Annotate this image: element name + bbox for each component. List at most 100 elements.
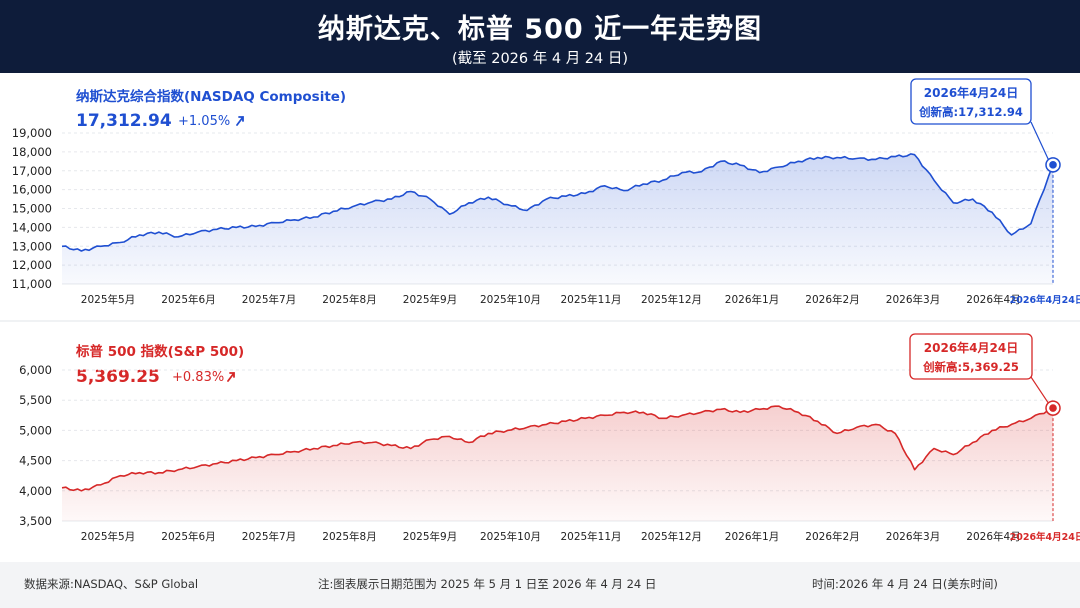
data-point — [720, 408, 722, 410]
x-tick-label: 2025年7月 — [242, 293, 296, 306]
x-tick-label: 2025年9月 — [403, 530, 457, 543]
data-point — [933, 447, 935, 449]
data-point — [952, 453, 954, 455]
sp500-callout-box — [909, 333, 1033, 380]
y-tick-label: 19,000 — [12, 126, 52, 140]
data-point — [642, 183, 644, 185]
x-tick-label: 2026年3月 — [886, 530, 940, 543]
arrow-up-icon — [227, 372, 235, 382]
sp500-chart: 标普 500 指数(S&P 500) 5,369.25 +0.83% 3,500… — [19, 333, 1080, 543]
latest-point — [1049, 404, 1057, 412]
data-point — [681, 171, 683, 173]
data-point — [642, 411, 644, 413]
data-point — [429, 438, 431, 440]
data-point — [662, 417, 664, 419]
data-point — [507, 204, 509, 206]
data-point — [894, 432, 896, 434]
x-tick-label: 2025年8月 — [322, 293, 376, 306]
data-point — [836, 432, 838, 434]
data-point — [255, 225, 257, 227]
data-point — [1010, 423, 1012, 425]
y-tick-label: 4,500 — [19, 454, 52, 468]
data-point — [235, 459, 237, 461]
data-point — [758, 171, 760, 173]
data-point — [138, 234, 140, 236]
data-point — [836, 156, 838, 158]
x-tick-label: 2025年9月 — [403, 293, 457, 306]
data-point — [429, 198, 431, 200]
data-point — [390, 444, 392, 446]
y-tick-label: 13,000 — [12, 239, 52, 253]
y-tick-label: 17,000 — [12, 164, 52, 178]
y-tick-label: 15,000 — [12, 202, 52, 216]
page-subtitle: (截至 2026 年 4 月 24 日) — [451, 51, 629, 67]
x-tick-label: 2025年7月 — [242, 530, 296, 543]
sp500-change: +0.83% — [172, 370, 224, 385]
data-point — [216, 228, 218, 230]
data-point — [972, 441, 974, 443]
data-point — [913, 154, 915, 156]
data-point — [700, 171, 702, 173]
y-tick-label: 3,500 — [19, 514, 52, 528]
data-point — [739, 164, 741, 166]
data-point — [603, 414, 605, 416]
sp500-series-line — [61, 405, 1054, 492]
data-point — [507, 429, 509, 431]
data-point — [623, 411, 625, 413]
data-point — [875, 423, 877, 425]
data-point — [313, 447, 315, 449]
data-point — [584, 417, 586, 419]
data-point — [119, 241, 121, 243]
data-point — [100, 484, 102, 486]
data-point — [603, 185, 605, 187]
nasdaq-area-fill — [62, 153, 1053, 284]
footer-note: 注:图表展示日期范围为 2025 年 5 月 1 日至 2026 年 4 月 2… — [318, 577, 657, 591]
data-point — [894, 155, 896, 157]
nasdaq-current-value: 17,312.94 — [76, 111, 172, 131]
data-point — [487, 432, 489, 434]
data-point — [61, 487, 63, 489]
data-point — [158, 231, 160, 233]
data-point — [739, 411, 741, 413]
sp500-callout-date: 2026年4月24日 — [924, 340, 1018, 355]
x-tick-label: 2026年1月 — [725, 530, 779, 543]
y-tick-label: 12,000 — [12, 258, 52, 272]
data-point — [448, 435, 450, 437]
x-tick-label: 2025年12月 — [641, 530, 702, 543]
data-point — [584, 192, 586, 194]
x-tick-label: 2025年11月 — [560, 293, 621, 306]
data-point — [158, 472, 160, 474]
sp500-callout-text: 创新高:5,369.25 — [922, 360, 1019, 374]
charts-canvas: 纳斯达克综合指数(NASDAQ Composite) 17,312.94 +1.… — [0, 78, 1080, 543]
data-point — [681, 414, 683, 416]
data-point — [235, 226, 237, 228]
page-header: 纳斯达克、标普 500 近一年走势图 (截至 2026 年 4 月 24 日) — [0, 0, 1080, 73]
data-point — [487, 196, 489, 198]
y-tick-label: 6,000 — [19, 363, 52, 377]
data-point — [196, 231, 198, 233]
x-tick-label: 2026年4月24日 — [1010, 531, 1080, 543]
nasdaq-chart: 纳斯达克综合指数(NASDAQ Composite) 17,312.94 +1.… — [12, 78, 1080, 306]
y-tick-label: 5,000 — [19, 423, 52, 437]
nasdaq-callout-date: 2026年4月24日 — [924, 85, 1018, 100]
data-point — [817, 420, 819, 422]
data-point — [352, 205, 354, 207]
data-point — [216, 462, 218, 464]
data-point — [1030, 417, 1032, 419]
data-point — [875, 158, 877, 160]
x-tick-label: 2025年10月 — [480, 530, 541, 543]
data-point — [797, 160, 799, 162]
data-point — [817, 156, 819, 158]
sp500-current-value: 5,369.25 — [76, 367, 160, 387]
data-point — [468, 441, 470, 443]
y-tick-label: 14,000 — [12, 220, 52, 234]
nasdaq-callout-text: 创新高:17,312.94 — [918, 105, 1023, 119]
data-point — [274, 453, 276, 455]
data-point — [565, 420, 567, 422]
data-point — [177, 469, 179, 471]
data-point — [448, 213, 450, 215]
data-point — [255, 456, 257, 458]
latest-point — [1049, 161, 1057, 169]
data-point — [913, 469, 915, 471]
x-tick-label: 2026年2月 — [805, 293, 859, 306]
